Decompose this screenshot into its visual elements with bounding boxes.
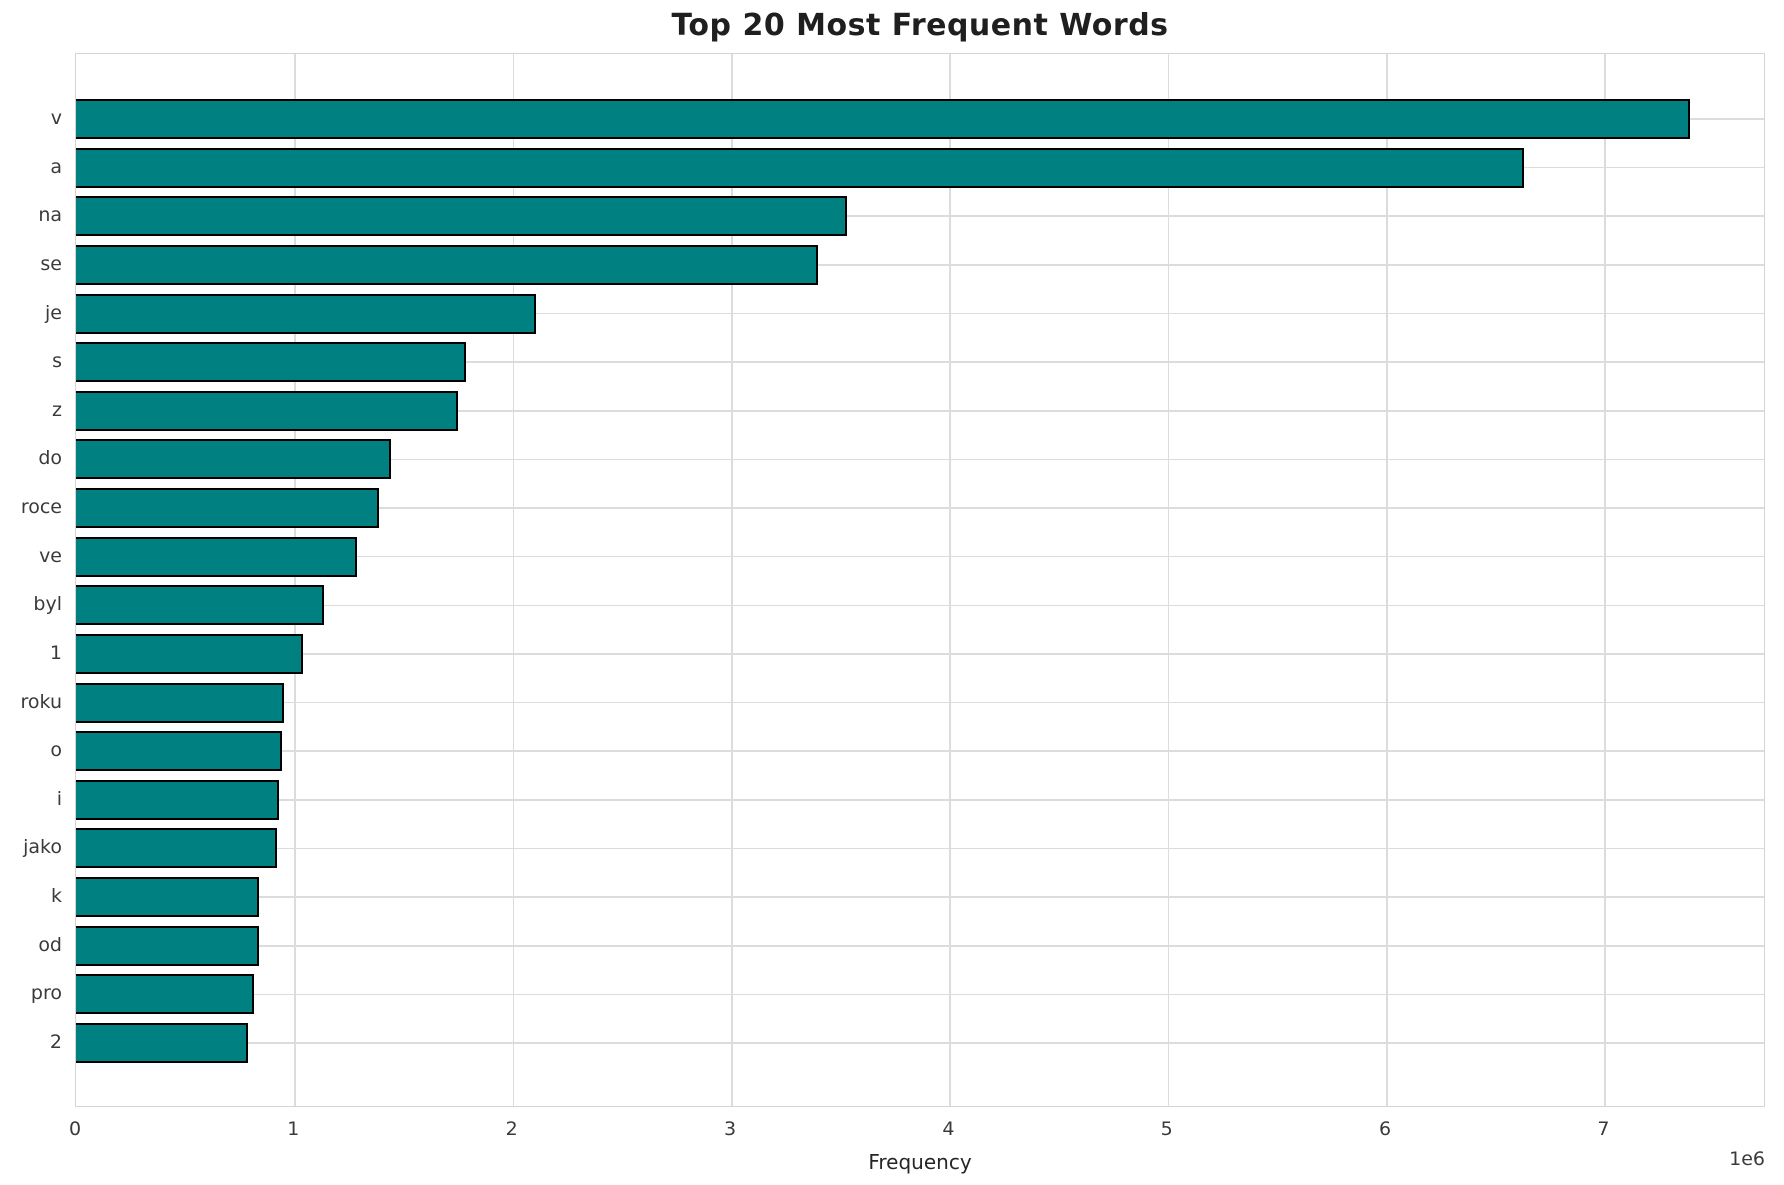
y-gridline bbox=[76, 264, 1764, 266]
bar-z bbox=[76, 390, 458, 431]
bar-2 bbox=[76, 1023, 248, 1063]
y-gridline bbox=[76, 409, 1764, 412]
bar-je bbox=[76, 293, 536, 334]
y-tick-label: byl bbox=[33, 593, 62, 616]
y-gridline bbox=[76, 750, 1764, 752]
bar-na bbox=[76, 196, 847, 237]
y-tick-label: a bbox=[50, 155, 62, 178]
y-gridline bbox=[76, 944, 1764, 947]
x-tick-label: 4 bbox=[942, 1118, 955, 1140]
y-gridline bbox=[76, 215, 1764, 218]
y-tick-label: 1 bbox=[49, 641, 62, 664]
chart-title: Top 20 Most Frequent Words bbox=[671, 8, 1169, 43]
x-gridline bbox=[512, 54, 515, 1106]
y-gridline bbox=[76, 555, 1764, 558]
y-tick-label: v bbox=[50, 107, 62, 129]
y-gridline bbox=[76, 653, 1764, 655]
y-tick-label: do bbox=[38, 447, 62, 470]
x-gridline bbox=[1604, 54, 1607, 1106]
bar-od bbox=[76, 925, 259, 966]
bar-a bbox=[76, 147, 1524, 188]
bar-roce bbox=[76, 488, 379, 529]
x-tick-label: 5 bbox=[1160, 1118, 1173, 1140]
x-tick-label: 1 bbox=[287, 1118, 300, 1140]
y-tick-label: o bbox=[50, 739, 62, 762]
bar-k bbox=[76, 877, 259, 918]
y-tick-label: je bbox=[45, 301, 62, 324]
y-tick-label: s bbox=[52, 350, 62, 373]
bar-v bbox=[76, 99, 1690, 139]
y-gridline bbox=[76, 799, 1764, 801]
y-gridline bbox=[76, 701, 1764, 704]
y-tick-label: k bbox=[50, 885, 62, 908]
x-gridline bbox=[1386, 54, 1388, 1106]
plot-area bbox=[75, 53, 1765, 1107]
x-tick-label: 3 bbox=[723, 1118, 737, 1140]
x-gridline bbox=[1167, 54, 1170, 1106]
x-tick-label: 0 bbox=[68, 1118, 82, 1140]
bar-roku bbox=[76, 682, 284, 723]
bar-pro bbox=[76, 974, 254, 1015]
bar-o bbox=[76, 731, 282, 772]
x-gridline bbox=[731, 54, 733, 1106]
y-tick-label: jako bbox=[23, 836, 62, 859]
y-gridline bbox=[76, 507, 1764, 509]
bar-1 bbox=[76, 633, 303, 674]
y-gridline bbox=[76, 458, 1764, 461]
y-gridline bbox=[76, 604, 1764, 607]
bar-jako bbox=[76, 828, 277, 869]
bar-ve bbox=[76, 536, 357, 577]
x-gridline bbox=[949, 54, 951, 1106]
x-tick-label: 6 bbox=[1379, 1118, 1392, 1140]
bar-i bbox=[76, 779, 279, 820]
y-gridline bbox=[76, 993, 1764, 996]
x-tick-label: 7 bbox=[1597, 1118, 1610, 1140]
bar-s bbox=[76, 342, 466, 383]
y-tick-label: pro bbox=[30, 982, 62, 1005]
y-tick-label: z bbox=[52, 398, 62, 421]
y-gridline bbox=[76, 847, 1764, 850]
x-axis-label: Frequency bbox=[868, 1150, 972, 1174]
y-tick-label: roku bbox=[20, 690, 62, 713]
x-axis-scale-label: 1e6 bbox=[1729, 1148, 1765, 1170]
y-tick-label: se bbox=[40, 252, 62, 275]
y-tick-label: i bbox=[56, 787, 62, 810]
y-gridline bbox=[76, 1042, 1764, 1044]
x-gridline bbox=[294, 54, 296, 1106]
y-tick-label: 2 bbox=[49, 1031, 62, 1053]
bar-do bbox=[76, 439, 391, 480]
y-tick-label: od bbox=[38, 933, 62, 956]
bar-byl bbox=[76, 585, 324, 626]
y-gridline bbox=[76, 361, 1764, 363]
y-gridline bbox=[76, 896, 1764, 898]
y-tick-label: na bbox=[38, 204, 62, 227]
y-gridline bbox=[76, 312, 1764, 315]
y-tick-label: ve bbox=[39, 544, 62, 567]
bar-se bbox=[76, 244, 819, 285]
x-tick-label: 2 bbox=[505, 1118, 518, 1140]
y-tick-label: roce bbox=[20, 496, 62, 519]
